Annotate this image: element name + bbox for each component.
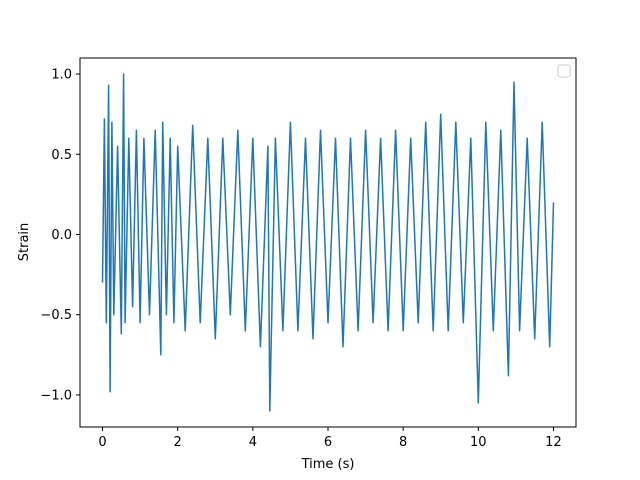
legend-box: [557, 64, 571, 78]
x-tick-label: 0: [98, 435, 106, 450]
y-axis-ticks: 1.0 0.5 0.0 −0.5 −1.0: [40, 68, 80, 403]
x-axis-ticks: 0 2 4 6 8 10 12: [98, 427, 562, 450]
y-tick-label: 0.5: [51, 148, 72, 163]
y-tick-label: −0.5: [40, 308, 72, 323]
y-tick-label: 0.0: [51, 228, 72, 243]
x-tick-label: 8: [399, 435, 407, 450]
y-tick-label: −1.0: [40, 388, 72, 403]
y-axis-label: Strain: [17, 223, 32, 262]
y-tick-label: 1.0: [51, 68, 72, 83]
plot-area: [79, 57, 577, 428]
x-tick-label: 12: [545, 435, 562, 450]
x-tick-label: 6: [324, 435, 332, 450]
x-axis-label: Time (s): [301, 457, 355, 472]
x-tick-label: 10: [470, 435, 487, 450]
axes-frame: [80, 58, 576, 427]
series-line: [101, 73, 555, 412]
x-tick-label: 4: [249, 435, 257, 450]
x-tick-label: 2: [174, 435, 182, 450]
